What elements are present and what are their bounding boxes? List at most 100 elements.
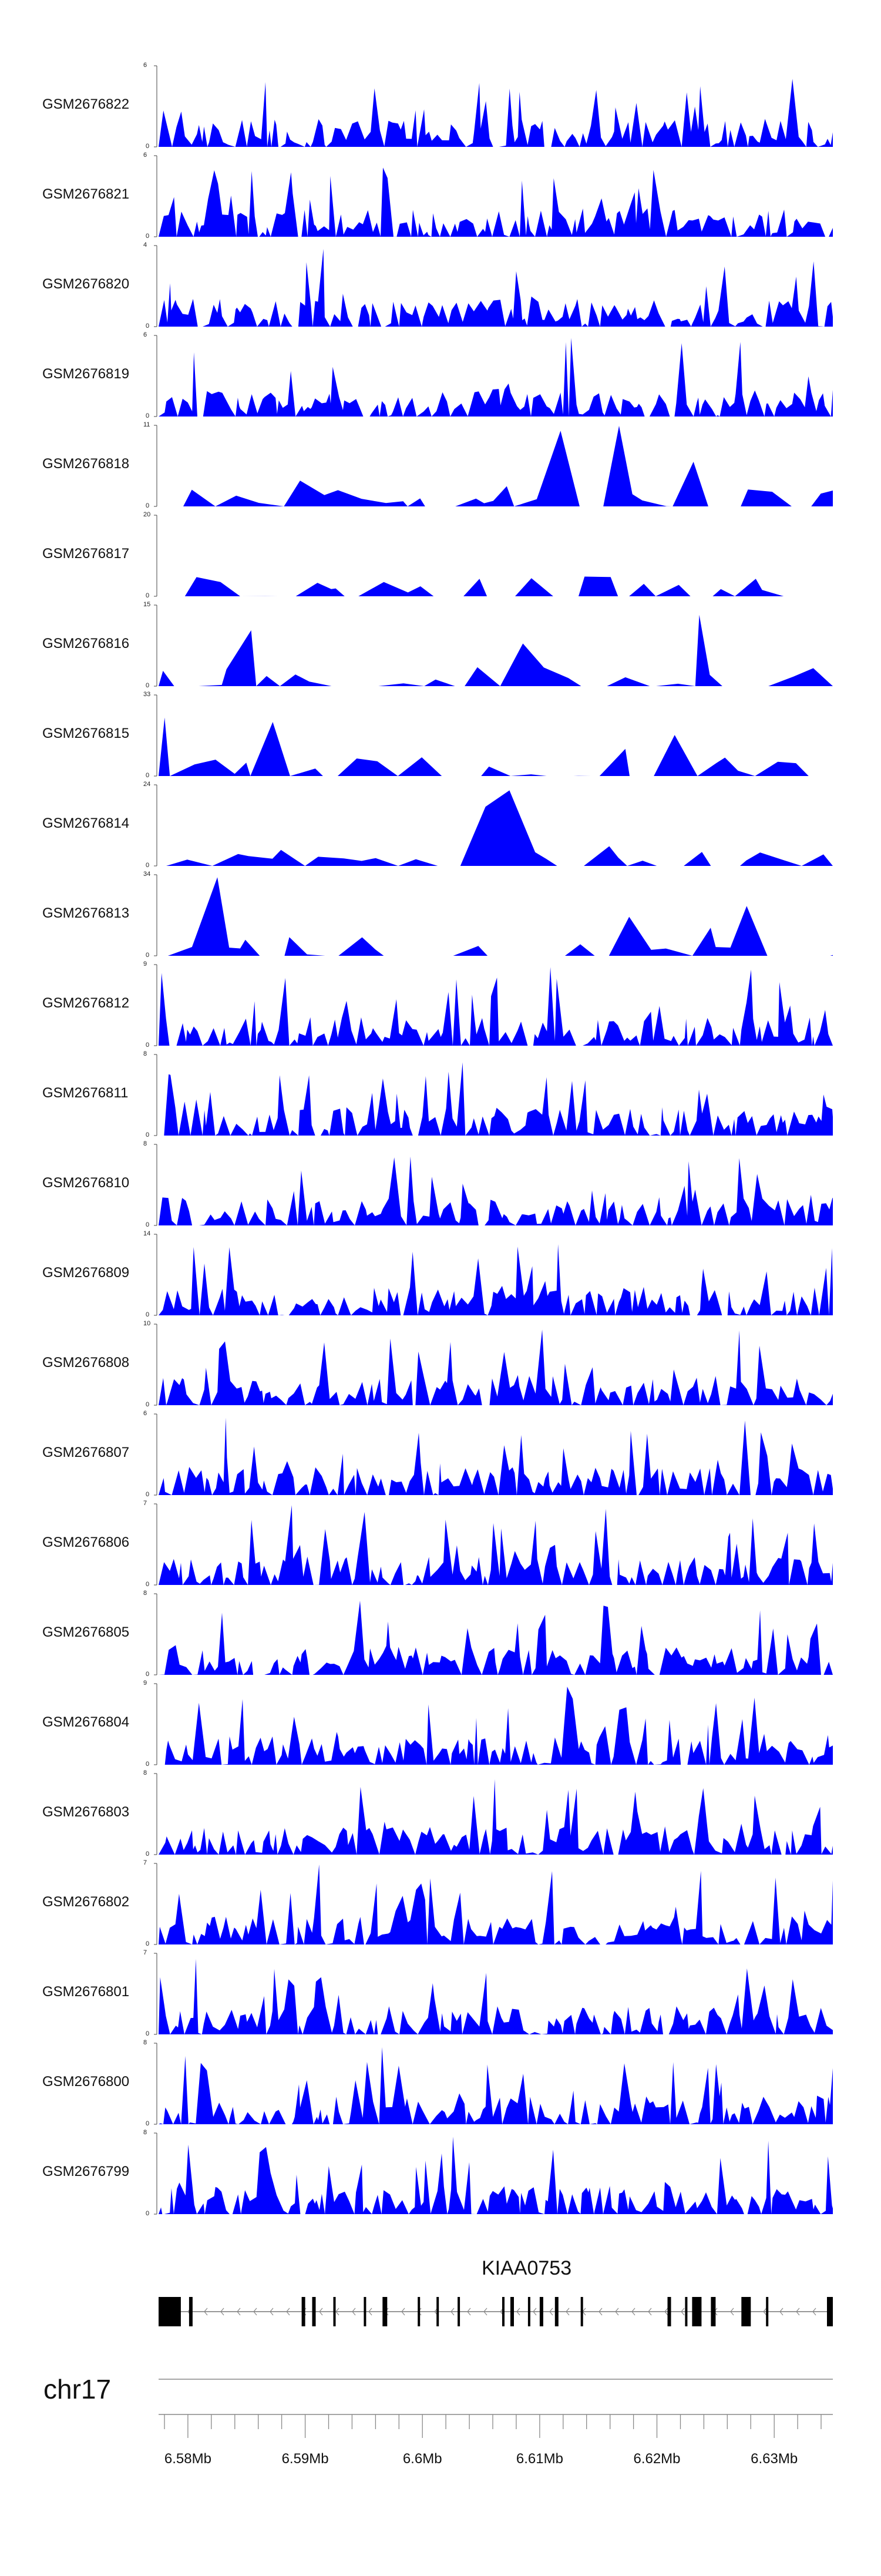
coverage-area xyxy=(159,1329,833,1405)
x-tick-label: 6.63Mb xyxy=(751,2451,798,2467)
track-GSM2676818 xyxy=(154,425,833,507)
track-label: GSM2676817 xyxy=(42,546,130,562)
y-max-label: 9 xyxy=(143,960,147,968)
track-label: GSM2676807 xyxy=(42,1445,130,1460)
y-zero-label: 0 xyxy=(146,1221,150,1228)
y-max-label: 7 xyxy=(143,1500,147,1507)
strand-arrow xyxy=(763,2308,767,2316)
track-GSM2676805 xyxy=(154,1593,833,1675)
chromosome-ruler xyxy=(159,2379,833,2438)
exon xyxy=(189,2297,193,2326)
exon xyxy=(502,2297,505,2326)
exon xyxy=(827,2297,833,2326)
y-max-label: 9 xyxy=(143,1680,147,1687)
track-label: GSM2676814 xyxy=(42,815,130,831)
track-GSM2676819 xyxy=(154,335,833,417)
y-max-label: 8 xyxy=(143,1050,147,1057)
track-label: GSM2676819 xyxy=(42,366,130,382)
strand-arrow xyxy=(615,2308,619,2316)
coverage-area xyxy=(159,576,833,596)
coverage-area xyxy=(159,967,833,1046)
exon xyxy=(436,2297,439,2326)
strand-arrow xyxy=(549,2308,553,2316)
track-GSM2676817 xyxy=(154,515,833,597)
y-zero-label: 0 xyxy=(146,682,150,689)
coverage-area xyxy=(159,1062,833,1136)
y-zero-label: 0 xyxy=(146,1850,150,1858)
exon xyxy=(458,2297,460,2326)
y-max-label: 20 xyxy=(143,511,151,518)
x-tick-label: 6.59Mb xyxy=(281,2451,329,2467)
y-zero-label: 0 xyxy=(146,1131,150,1138)
y-zero-label: 0 xyxy=(146,772,150,779)
y-max-label: 7 xyxy=(143,1949,147,1956)
y-max-label: 11 xyxy=(143,421,150,428)
track-label: GSM2676799 xyxy=(42,2164,130,2179)
exon xyxy=(312,2297,316,2326)
y-max-label: 10 xyxy=(143,1320,151,1327)
y-zero-label: 0 xyxy=(146,2210,150,2217)
track-GSM2676820 xyxy=(154,245,833,327)
y-zero-label: 0 xyxy=(146,412,150,419)
y-zero-label: 0 xyxy=(146,862,150,869)
strand-arrow xyxy=(533,2308,537,2316)
track-label: GSM2676821 xyxy=(42,186,130,202)
strand-arrow xyxy=(401,2308,405,2316)
exon xyxy=(685,2297,688,2326)
exon xyxy=(364,2297,366,2326)
strand-arrow xyxy=(664,2308,668,2316)
exon xyxy=(580,2297,583,2326)
track-GSM2676810 xyxy=(154,1144,833,1226)
strand-arrow xyxy=(631,2308,635,2316)
y-zero-label: 0 xyxy=(146,592,150,599)
exon xyxy=(667,2297,671,2326)
coverage-area xyxy=(159,248,833,327)
y-max-label: 15 xyxy=(143,601,151,608)
track-GSM2676806 xyxy=(154,1503,833,1586)
exon xyxy=(711,2297,716,2326)
track-label: GSM2676800 xyxy=(42,2074,130,2090)
y-zero-label: 0 xyxy=(146,1761,150,1768)
track-label: GSM2676811 xyxy=(42,1085,129,1101)
coverage-area xyxy=(159,2137,833,2214)
track-GSM2676800 xyxy=(154,2043,833,2125)
track-label: GSM2676820 xyxy=(42,276,130,292)
y-zero-label: 0 xyxy=(146,1491,150,1498)
track-GSM2676799 xyxy=(154,2132,833,2215)
y-zero-label: 0 xyxy=(146,323,150,330)
strand-arrow xyxy=(335,2308,339,2316)
track-GSM2676813 xyxy=(154,874,833,956)
track-GSM2676809 xyxy=(154,1234,833,1316)
coverage-area xyxy=(159,717,833,776)
x-tick-label: 6.61Mb xyxy=(516,2451,563,2467)
strand-arrow xyxy=(730,2308,734,2316)
coverage-area xyxy=(159,1505,833,1585)
track-GSM2676801 xyxy=(154,1953,833,2035)
exon xyxy=(741,2297,751,2326)
strand-arrow xyxy=(467,2308,471,2316)
track-label: GSM2676808 xyxy=(42,1355,130,1371)
track-GSM2676811 xyxy=(154,1054,833,1136)
coverage-area xyxy=(159,338,833,417)
exon xyxy=(527,2297,530,2326)
track-label: GSM2676802 xyxy=(42,1894,130,1910)
y-max-label: 8 xyxy=(143,2039,147,2046)
track-label: GSM2676822 xyxy=(42,96,130,112)
exon xyxy=(333,2297,336,2326)
y-max-label: 4 xyxy=(143,241,147,248)
coverage-area xyxy=(159,1418,833,1495)
strand-arrow xyxy=(681,2308,685,2316)
track-label: GSM2676812 xyxy=(42,995,130,1011)
exon xyxy=(539,2297,543,2326)
track-label: GSM2676810 xyxy=(42,1175,130,1191)
track-label: GSM2676805 xyxy=(42,1624,130,1640)
exon xyxy=(418,2297,421,2326)
strand-arrow xyxy=(270,2308,274,2316)
strand-arrow xyxy=(516,2308,520,2316)
track-label: GSM2676801 xyxy=(42,1984,130,2000)
strand-arrow xyxy=(253,2308,257,2316)
exon xyxy=(301,2297,305,2326)
track-label: GSM2676809 xyxy=(42,1265,130,1281)
y-zero-label: 0 xyxy=(146,1671,150,1678)
